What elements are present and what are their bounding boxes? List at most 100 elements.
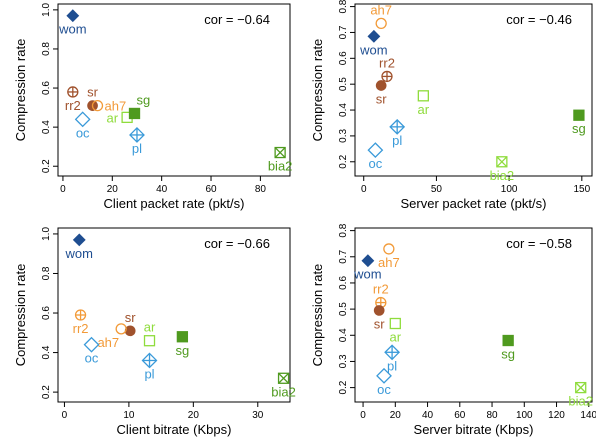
chart-panel-1: 0 20 40 60 80 0.2 0.4 0.6 0.8 1.0 Client packet ra… [13,2,292,211]
data-point-label: ah7 [370,2,392,17]
x-tick-label: 120 [548,410,565,421]
y-tick-label: 0.2 [338,380,349,394]
data-point-label: sr [374,316,386,331]
chart-panel-3: 0 10 20 30 0.2 0.4 0.6 0.8 1.0 Client bitrate (Kb… [13,227,296,437]
y-axis-label: Compression rate [310,264,325,367]
data-point-ah7 [91,99,104,112]
data-point-label: sg [137,92,151,107]
x-tick-label: 100 [501,184,518,195]
plot-frame [57,3,291,177]
data-point-label: ah7 [378,255,400,270]
y-tick-label: 0.3 [338,354,349,368]
data-point-bia2 [496,156,508,168]
data-point-label: oc [76,125,90,140]
correlation-annotation: cor = −0.66 [204,236,270,251]
data-point-rr2 [74,309,87,321]
data-point-label: oc [85,351,99,366]
x-tick-label: 60 [454,410,466,421]
data-point-label: sr [87,85,99,100]
y-tick-label: 0.4 [41,120,52,134]
x-tick-label: 20 [107,184,119,195]
data-point-rr2 [381,70,393,83]
data-point-pl [389,118,406,135]
x-tick-label: 0 [360,410,366,421]
y-tick-label: 0.2 [41,159,52,173]
x-tick-label: 80 [486,410,498,421]
x-tick-label: 60 [205,184,217,195]
data-point-sg [176,331,189,343]
data-point-label: ar [390,330,402,345]
y-tick-label: 1.0 [41,227,52,241]
data-point-sr [373,305,385,316]
data-point-label: ah7 [104,99,126,114]
data-point-label: sr [125,310,137,325]
data-point-label: sg [501,347,515,362]
data-point-label: wom [65,246,93,261]
data-point-rr2 [67,86,79,98]
data-point-label: pl [132,141,142,156]
data-point-ar [143,335,156,347]
y-tick-label: 0.2 [338,154,349,168]
data-point-wom [66,9,80,23]
x-tick-label: 0 [361,184,367,195]
data-point-wom [72,233,86,247]
x-tick-label: 20 [390,410,402,421]
data-point-label: bia2 [271,384,296,399]
data-point-wom [367,29,381,43]
y-tick-label: 0.8 [41,42,52,56]
data-point-sg [502,334,514,347]
y-axis-label: Compression rate [13,264,28,367]
data-point-oc [376,367,392,384]
data-point-label: sg [176,343,190,358]
y-tick-label: 0.7 [338,25,349,39]
data-point-wom [361,254,375,268]
y-tick-label: 0.4 [41,345,52,359]
x-tick-label: 80 [255,184,267,195]
data-point-ar [417,90,429,102]
x-tick-label: 20 [188,410,200,421]
data-point-label: rr2 [373,282,389,297]
y-axis-label: Compression rate [310,39,325,142]
data-point-ah7 [375,17,387,30]
y-tick-label: 0.8 [338,0,349,14]
y-tick-label: 0.6 [41,306,52,320]
x-tick-label: 100 [516,410,533,421]
data-point-label: ar [107,110,119,125]
data-point-label: ar [418,102,430,117]
y-tick-label: 0.6 [338,276,349,290]
data-point-sg [573,109,585,121]
data-point-sg [128,107,141,120]
x-tick-label: 10 [123,410,135,421]
data-point-bia2 [277,372,290,384]
data-point-label: bia2 [568,394,593,409]
data-point-label: oc [377,382,391,397]
data-point-label: sg [572,121,586,136]
data-point-label: oc [368,156,382,171]
plot-frame [57,227,291,403]
data-point-label: ah7 [97,335,119,350]
data-point-ah7 [383,243,395,255]
y-tick-label: 0.8 [41,266,52,280]
x-tick-label: 0 [60,184,66,195]
data-point-label: pl [392,133,402,148]
plot-frame [354,227,593,403]
data-point-label: wom [58,22,86,37]
data-point-ar [389,317,401,330]
x-tick-label: 40 [422,410,434,421]
data-point-pl [384,344,401,361]
y-tick-label: 0.5 [338,302,349,316]
data-point-label: ar [144,320,156,335]
data-point-label: pl [144,366,154,381]
data-point-label: bia2 [490,168,515,183]
data-point-label: pl [387,358,397,373]
data-point-sr [375,80,387,91]
data-point-pl [141,352,158,369]
data-point-ah7 [115,323,127,335]
y-tick-label: 1.0 [41,2,52,16]
data-point-label: bia2 [268,159,293,174]
y-axis-label: Compression rate [13,39,28,142]
x-tick-label: 150 [573,184,590,195]
data-point-oc [83,336,100,353]
data-point-label: rr2 [65,98,81,113]
